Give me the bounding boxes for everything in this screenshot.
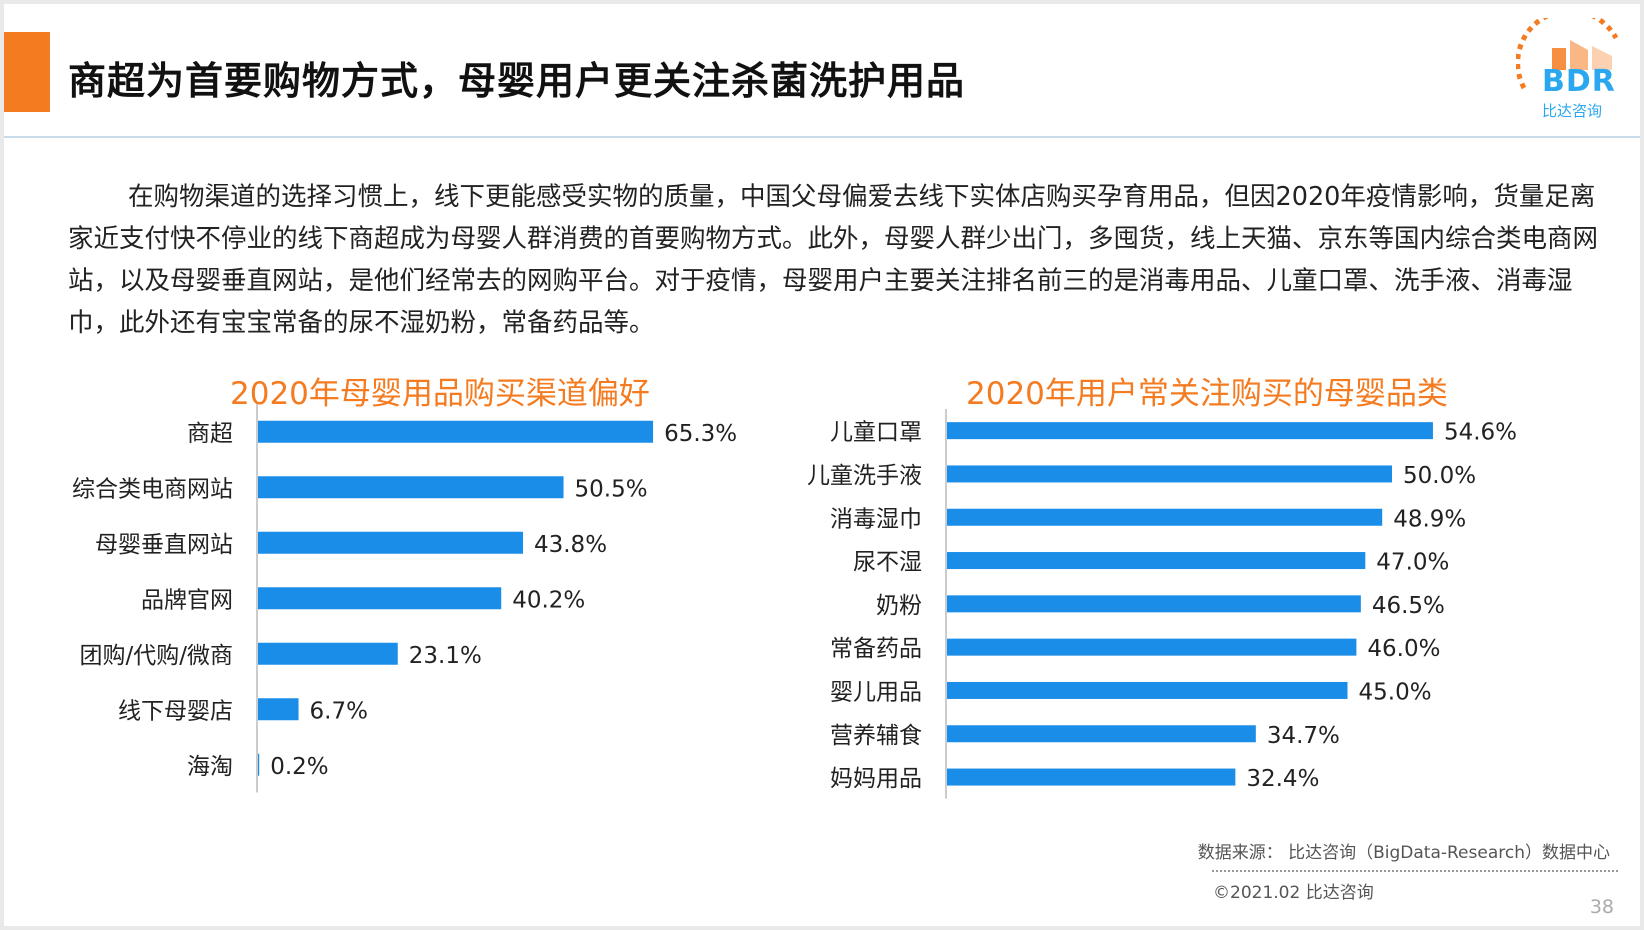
value-label: 40.2% bbox=[512, 587, 585, 613]
category-label: 品牌官网 bbox=[141, 587, 233, 613]
bar bbox=[947, 725, 1256, 743]
bar bbox=[947, 638, 1357, 656]
bar bbox=[258, 476, 564, 499]
value-label: 43.8% bbox=[534, 532, 607, 558]
intro-paragraph: 在购物渠道的选择习惯上，线下更能感受实物的质量，中国父母偏爱去线下实体店购买孕育… bbox=[68, 182, 1599, 338]
chart-left: 商超 65.3% 综合类电商网站 50.5% 母婴垂直网站 43.8% 品牌官网 40.2% 团… bbox=[72, 404, 737, 793]
category-label: 线下母婴店 bbox=[118, 698, 233, 724]
category-label: 消毒湿巾 bbox=[830, 506, 922, 532]
category-label: 营养辅食 bbox=[830, 723, 922, 749]
category-label: 母婴垂直网站 bbox=[95, 532, 233, 558]
bar bbox=[947, 465, 1392, 483]
value-label: 50.5% bbox=[575, 476, 648, 502]
value-label: 0.2% bbox=[270, 754, 328, 780]
category-label: 妈妈用品 bbox=[830, 766, 922, 792]
bar bbox=[258, 753, 260, 776]
value-label: 32.4% bbox=[1246, 766, 1319, 792]
chart-left-title: 2020年母婴用品购买渠道偏好 bbox=[230, 376, 650, 412]
bar bbox=[947, 681, 1348, 699]
bar bbox=[258, 642, 398, 665]
bar bbox=[258, 698, 299, 721]
value-label: 34.7% bbox=[1267, 723, 1340, 749]
category-label: 团购/代购/微商 bbox=[80, 643, 234, 669]
page-number: 38 bbox=[1589, 896, 1614, 918]
bar bbox=[258, 587, 502, 610]
category-label: 商超 bbox=[187, 421, 233, 447]
title-divider bbox=[4, 136, 1640, 138]
data-source: 数据来源： 比达咨询（BigData-Research）数据中心 bbox=[1197, 843, 1610, 863]
value-label: 65.3% bbox=[664, 421, 737, 447]
value-label: 46.5% bbox=[1372, 593, 1445, 619]
bar bbox=[947, 768, 1236, 786]
value-label: 23.1% bbox=[409, 643, 482, 669]
bar bbox=[947, 552, 1366, 570]
value-label: 50.0% bbox=[1403, 463, 1476, 489]
title-accent-bar bbox=[4, 32, 50, 112]
bar bbox=[947, 422, 1433, 440]
page-title: 商超为首要购物方式，母婴用户更关注杀菌洗护用品 bbox=[68, 59, 966, 103]
logo-subtitle: 比达咨询 bbox=[1542, 102, 1603, 120]
category-label: 常备药品 bbox=[830, 636, 922, 662]
category-label: 综合类电商网站 bbox=[72, 476, 233, 502]
bar bbox=[258, 531, 523, 554]
bar bbox=[947, 508, 1383, 526]
value-label: 48.9% bbox=[1393, 506, 1466, 532]
value-label: 6.7% bbox=[310, 698, 368, 724]
category-label: 海淘 bbox=[187, 754, 233, 780]
bar bbox=[947, 595, 1361, 613]
bar bbox=[258, 420, 654, 443]
value-label: 47.0% bbox=[1376, 550, 1449, 576]
value-label: 46.0% bbox=[1367, 636, 1440, 662]
chart-right: 儿童口罩 54.6% 儿童洗手液 50.0% 消毒湿巾 48.9% 尿不湿 47.0% 奶粉 46… bbox=[807, 409, 1517, 799]
source-divider bbox=[1212, 870, 1618, 872]
value-label: 45.0% bbox=[1359, 679, 1432, 705]
logo-text: BDR bbox=[1542, 64, 1616, 99]
category-label: 尿不湿 bbox=[853, 550, 922, 576]
category-label: 婴儿用品 bbox=[830, 679, 922, 705]
copyright: ©2021.02 比达咨询 bbox=[1213, 883, 1374, 903]
category-label: 奶粉 bbox=[876, 593, 922, 619]
chart-right-title: 2020年用户常关注购买的母婴品类 bbox=[966, 376, 1448, 412]
category-label: 儿童洗手液 bbox=[807, 463, 922, 489]
value-label: 54.6% bbox=[1444, 420, 1517, 446]
category-label: 儿童口罩 bbox=[830, 420, 922, 446]
slide: 商超为首要购物方式，母婴用户更关注杀菌洗护用品 BDR 比达咨询 在购物渠道的选… bbox=[4, 4, 1640, 926]
bdr-logo: BDR 比达咨询 bbox=[1515, 8, 1632, 128]
